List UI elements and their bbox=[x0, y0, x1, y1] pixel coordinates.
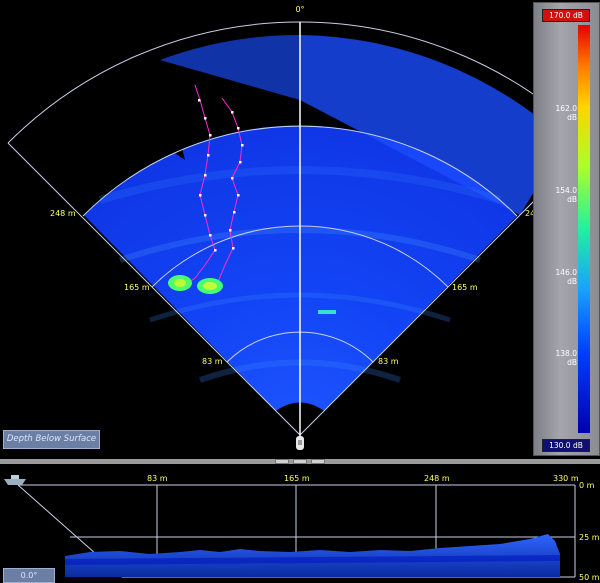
color-scale-panel: 170.0 dB 162.0 dB 154.0 dB 146.0 dB 138.… bbox=[533, 2, 600, 456]
range-label-83-left: 83 m bbox=[202, 357, 223, 366]
scale-min-value[interactable]: 130.0 dB bbox=[542, 439, 590, 452]
profile-x-tick: 83 m bbox=[147, 474, 168, 483]
scale-tick: 146.0 dB bbox=[555, 268, 577, 286]
fish-track-points bbox=[198, 99, 244, 252]
tilt-angle-readout[interactable]: 0.0° bbox=[3, 568, 55, 583]
scale-tick: 138.0 dB bbox=[555, 349, 577, 367]
profile-depth-tick: 25 m bbox=[579, 533, 600, 542]
bearing-label: 0° bbox=[295, 5, 304, 14]
depth-profile-panel[interactable]: 83 m 165 m 248 m 330 m 0 m 25 m 50 m bbox=[0, 466, 600, 583]
splitter-handle-center[interactable] bbox=[293, 459, 307, 464]
vessel-icon bbox=[4, 475, 26, 485]
profile-x-tick: 165 m bbox=[284, 474, 310, 483]
range-label-165-right: 165 m bbox=[452, 283, 478, 292]
profile-x-tick: 248 m bbox=[424, 474, 450, 483]
range-label-248-left: 248 m bbox=[50, 209, 76, 218]
bottom-echo-profile bbox=[65, 534, 560, 577]
depth-below-surface-button[interactable]: Depth Below Surface bbox=[3, 430, 100, 449]
sonar-no-data-region bbox=[10, 60, 300, 435]
sonar-far-field bbox=[160, 34, 300, 100]
scale-tick: 162.0 dB bbox=[555, 104, 577, 122]
color-scale-bar bbox=[578, 25, 590, 433]
scale-tick: 154.0 dB bbox=[555, 186, 577, 204]
target-echoes[interactable] bbox=[168, 275, 336, 314]
splitter-handle-right[interactable] bbox=[311, 459, 325, 464]
range-label-83-right: 83 m bbox=[378, 357, 399, 366]
scale-max-value[interactable]: 170.0 dB bbox=[542, 9, 590, 22]
transducer-icon bbox=[296, 436, 304, 450]
profile-depth-tick: 0 m bbox=[579, 481, 595, 490]
profile-depth-tick: 50 m bbox=[579, 573, 600, 582]
sonar-fan-display[interactable]: 0° 248 m 248 m 165 m 165 m 83 m 83 m bbox=[0, 0, 600, 460]
profile-x-tick: 330 m bbox=[553, 474, 579, 483]
splitter-handle-left[interactable] bbox=[275, 459, 289, 464]
range-label-165-left: 165 m bbox=[124, 283, 150, 292]
